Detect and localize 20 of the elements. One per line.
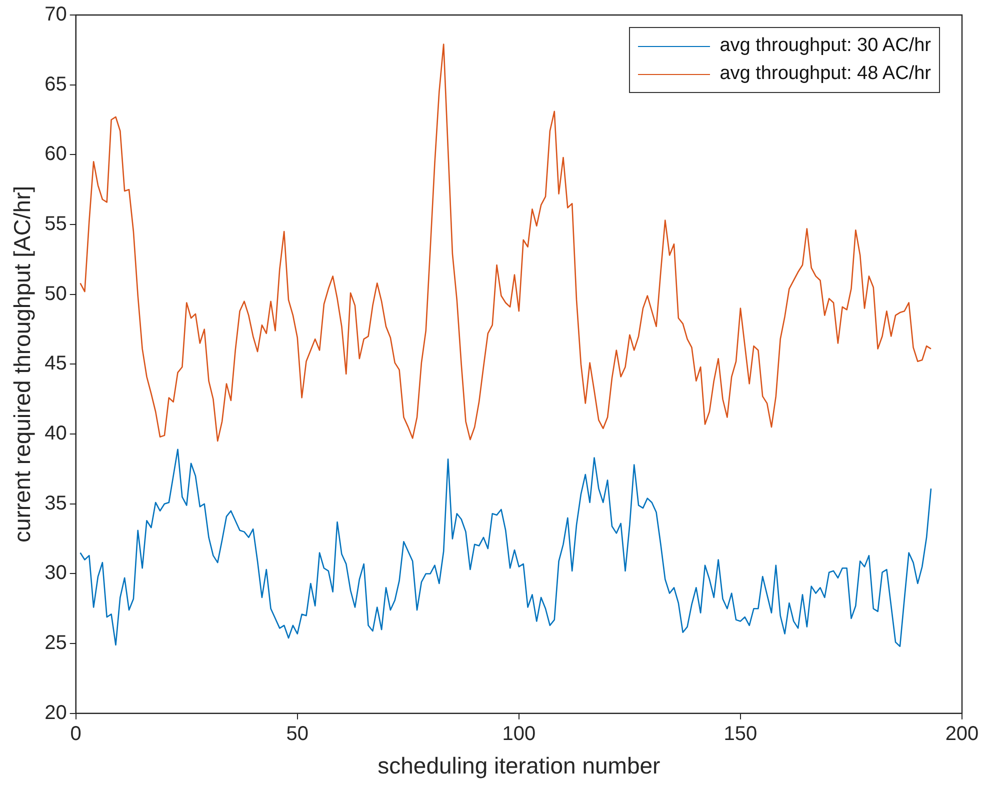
- x-tick-label: 100: [502, 722, 536, 745]
- y-tick-label: 35: [44, 492, 67, 514]
- y-tick-label: 65: [44, 73, 67, 96]
- y-tick-label: 45: [44, 352, 67, 375]
- x-tick-label: 0: [70, 722, 82, 745]
- y-tick-label: 70: [44, 4, 67, 26]
- y-tick-label: 50: [44, 282, 67, 305]
- legend-label: avg throughput: 48 AC/hr: [720, 63, 931, 85]
- x-tick-label: 200: [945, 722, 979, 745]
- y-tick-label: 55: [44, 213, 67, 236]
- y-tick-label: 40: [44, 422, 67, 445]
- y-tick-label: 60: [44, 143, 67, 166]
- y-tick-label: 25: [44, 632, 67, 654]
- legend-label: avg throughput: 30 AC/hr: [720, 35, 931, 57]
- y-tick-label: 20: [44, 702, 67, 724]
- y-axis-title: current required throughput [AC/hr]: [9, 186, 36, 543]
- x-tick-label: 50: [286, 722, 309, 745]
- x-tick-label: 150: [724, 722, 758, 745]
- y-tick-label: 30: [44, 562, 67, 584]
- x-axis-title: scheduling iteration number: [378, 752, 661, 779]
